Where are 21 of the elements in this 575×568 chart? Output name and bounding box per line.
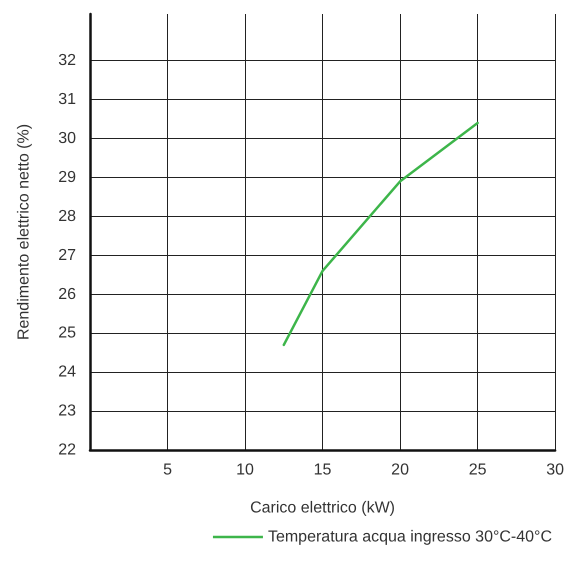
x-tick-label: 15 xyxy=(314,462,332,478)
x-tick-label: 10 xyxy=(236,462,254,478)
y-tick-label: 30 xyxy=(58,130,76,148)
x-axis-title: Carico elettrico (kW) xyxy=(250,500,396,516)
y-tick-label: 25 xyxy=(58,324,76,342)
y-tick-label: 26 xyxy=(58,286,76,303)
legend-label: Temperatura acqua ingresso 30°C-40°C xyxy=(268,528,552,546)
x-tick-label: 25 xyxy=(468,462,487,478)
y-tick-label: 29 xyxy=(58,169,76,186)
x-tick-label: 30 xyxy=(546,462,564,478)
y-tick-label: 27 xyxy=(58,246,76,264)
y-tick-label: 22 xyxy=(58,442,76,458)
y-tick-label: 24 xyxy=(58,364,76,381)
y-tick-label: 28 xyxy=(58,208,76,225)
line-series xyxy=(282,122,479,346)
y-tick-label: 31 xyxy=(58,91,76,108)
y-tick-label: 23 xyxy=(58,402,76,420)
x-tick-label: 5 xyxy=(163,462,172,478)
y-axis-title: Rendimento elettrico netto (%) xyxy=(16,124,32,340)
x-tick-label: 20 xyxy=(391,462,410,478)
y-tick-label: 32 xyxy=(58,52,76,70)
